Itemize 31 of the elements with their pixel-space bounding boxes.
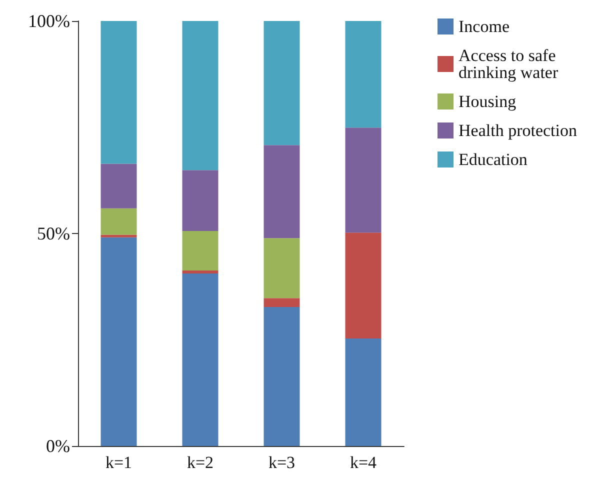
bar [100,21,137,164]
bar [264,307,300,446]
bar [345,21,382,128]
x-tick-label: k=2 [186,453,214,472]
y-tick-label: 50% [37,224,70,244]
y-tick-label: 100% [28,11,70,31]
bar [345,232,382,338]
legend-label: Housing [458,92,517,111]
legend-label: Health protection [458,121,578,140]
bar [182,273,218,446]
legend-label: Access to safe drinking water [458,46,560,82]
bar [182,270,218,274]
bar [264,145,300,238]
legend-label: Education [458,150,528,169]
legend-label: Income [458,17,510,36]
bar [100,237,137,446]
bar [345,338,382,446]
bar [264,21,300,146]
x-tick-label: k=1 [105,453,132,472]
bar [345,128,382,233]
bar [264,298,300,308]
bar [264,238,300,298]
bar [182,230,218,270]
bar [100,164,137,208]
bar [100,234,137,238]
bar [182,170,218,231]
bar [182,21,218,170]
bar [100,208,137,235]
x-tick-label: k=4 [350,453,378,472]
y-tick-label: 0% [46,436,70,456]
x-tick-label: k=3 [268,453,296,472]
